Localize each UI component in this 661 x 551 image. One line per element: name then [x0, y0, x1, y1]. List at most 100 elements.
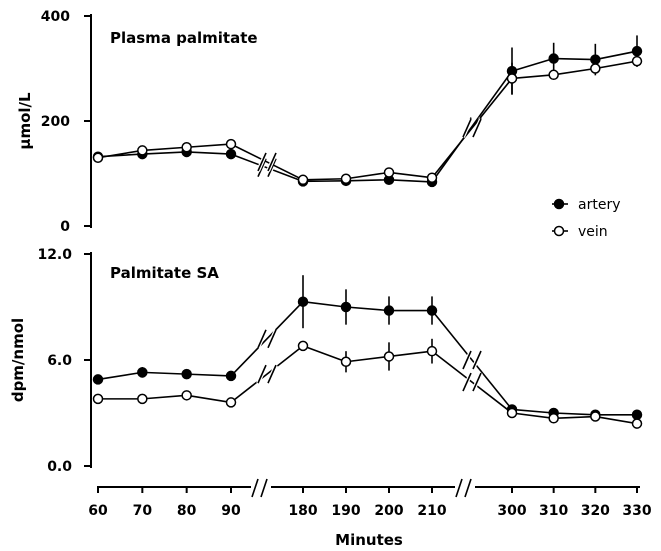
series-vein-point [225, 397, 237, 408]
series-break-mark [462, 118, 472, 138]
series-artery-segment [511, 57, 554, 72]
series-vein-point [631, 418, 643, 429]
x-tick-label: 200 [374, 503, 403, 519]
series-break-mark [267, 158, 277, 178]
x-ticks: 60 70 80 90 180 190 200 210 300 310 320 330 [88, 487, 652, 519]
x-axis-break-mark [260, 478, 268, 498]
series-artery-point [181, 368, 192, 380]
bottom-panel: 12.0 6.0 0.0 dpm/nmol Palmitate SA [9, 247, 643, 475]
series-artery-point [383, 305, 395, 316]
series-vein-point [631, 55, 643, 67]
series-vein-point [137, 145, 148, 156]
series-vein-point [181, 390, 192, 401]
series-vein-point [92, 152, 104, 163]
legend: artery vein [552, 197, 620, 240]
bottom-y-tick-label: 12.0 [37, 247, 72, 263]
x-tick-label: 80 [177, 503, 197, 519]
series-artery-point [590, 54, 601, 65]
series-artery-point [631, 409, 643, 421]
series-vein-segment [388, 350, 433, 358]
series-artery-segment [553, 57, 596, 61]
series-artery-point [225, 370, 237, 382]
x-axis-title: Minutes [335, 531, 403, 549]
series-vein-point [297, 340, 309, 352]
series-vein-segment [595, 415, 638, 425]
series-vein-point [92, 393, 104, 405]
series-break-mark [267, 329, 277, 349]
series-artery-segment [302, 300, 347, 308]
series-vein-segment [142, 146, 187, 152]
x-tick-label: 300 [497, 503, 526, 519]
series-artery-segment [186, 373, 232, 377]
series-artery-segment [511, 408, 554, 414]
x-tick-label: 60 [88, 503, 108, 519]
series-vein-segment [595, 60, 638, 70]
top-y-axis-title: µmol/L [16, 92, 34, 150]
top-y-tick-label: 400 [41, 9, 70, 25]
series-vein-segment [230, 345, 304, 404]
series-vein-point [506, 73, 518, 84]
series-vein-segment [553, 67, 596, 76]
series-vein-point [548, 69, 559, 81]
series-artery-segment [345, 306, 390, 312]
series-artery-point [297, 296, 309, 307]
series-artery-point [225, 148, 237, 160]
series-break-mark [462, 350, 472, 370]
series-artery-segment [302, 180, 347, 183]
series-vein-segment [186, 143, 232, 149]
series-break-mark [472, 118, 482, 138]
bottom-y-tick-label: 6.0 [47, 353, 72, 369]
x-tick-label: 330 [622, 503, 651, 519]
x-axis-break-mark [464, 478, 472, 498]
bottom-y-tick-label: 0.0 [47, 459, 72, 475]
series-vein-segment [142, 394, 187, 400]
top-plot-area [92, 35, 643, 188]
series-vein-segment [302, 177, 347, 181]
series-vein-point [426, 345, 438, 357]
series-vein-point [548, 413, 559, 424]
series-artery-point [137, 367, 148, 378]
series-vein-segment [511, 412, 554, 420]
series-artery-segment [345, 179, 390, 182]
series-artery-segment [553, 412, 596, 416]
series-vein-segment [511, 74, 554, 80]
series-vein-point [506, 407, 518, 419]
series-artery-segment [595, 50, 638, 61]
top-panel: 400 200 0 µmol/L Plasma palmitate [16, 9, 643, 235]
series-vein-point [181, 142, 192, 153]
x-axis: 60 70 80 90 180 190 200 210 300 310 320 330 Minutes [88, 478, 652, 549]
top-panel-title: Plasma palmitate [110, 29, 258, 47]
series-artery-segment [230, 301, 304, 377]
series-artery-segment [97, 371, 143, 381]
series-artery-segment [142, 371, 187, 375]
series-vein-segment [186, 394, 232, 404]
x-axis-break-mark [455, 478, 463, 498]
series-break-mark [267, 364, 277, 384]
series-artery-segment [142, 151, 187, 155]
series-artery-segment [431, 310, 513, 410]
series-artery-point [548, 53, 559, 64]
x-tick-label: 190 [331, 503, 360, 519]
series-break-mark [257, 152, 267, 172]
x-tick-label: 70 [133, 503, 153, 519]
bottom-y-axis-title: dpm/nmol [9, 318, 27, 402]
series-artery-point [340, 301, 352, 313]
series-vein-segment [431, 77, 513, 179]
series-vein-point [383, 167, 395, 178]
legend-artery-marker [553, 198, 565, 210]
top-y-tick-label: 0 [60, 219, 70, 235]
series-artery-point [426, 305, 438, 316]
legend-artery-label: artery [578, 197, 620, 213]
series-break-mark [462, 372, 472, 392]
series-break-mark [472, 372, 482, 392]
x-tick-label: 310 [539, 503, 568, 519]
series-break-mark [472, 350, 482, 370]
series-break-mark [267, 152, 277, 172]
x-tick-label: 320 [581, 503, 610, 519]
series-vein-point [590, 411, 601, 422]
series-vein-segment [388, 171, 433, 179]
series-vein-point [225, 138, 237, 150]
series-break-mark [257, 158, 267, 178]
x-tick-label: 180 [288, 503, 317, 519]
